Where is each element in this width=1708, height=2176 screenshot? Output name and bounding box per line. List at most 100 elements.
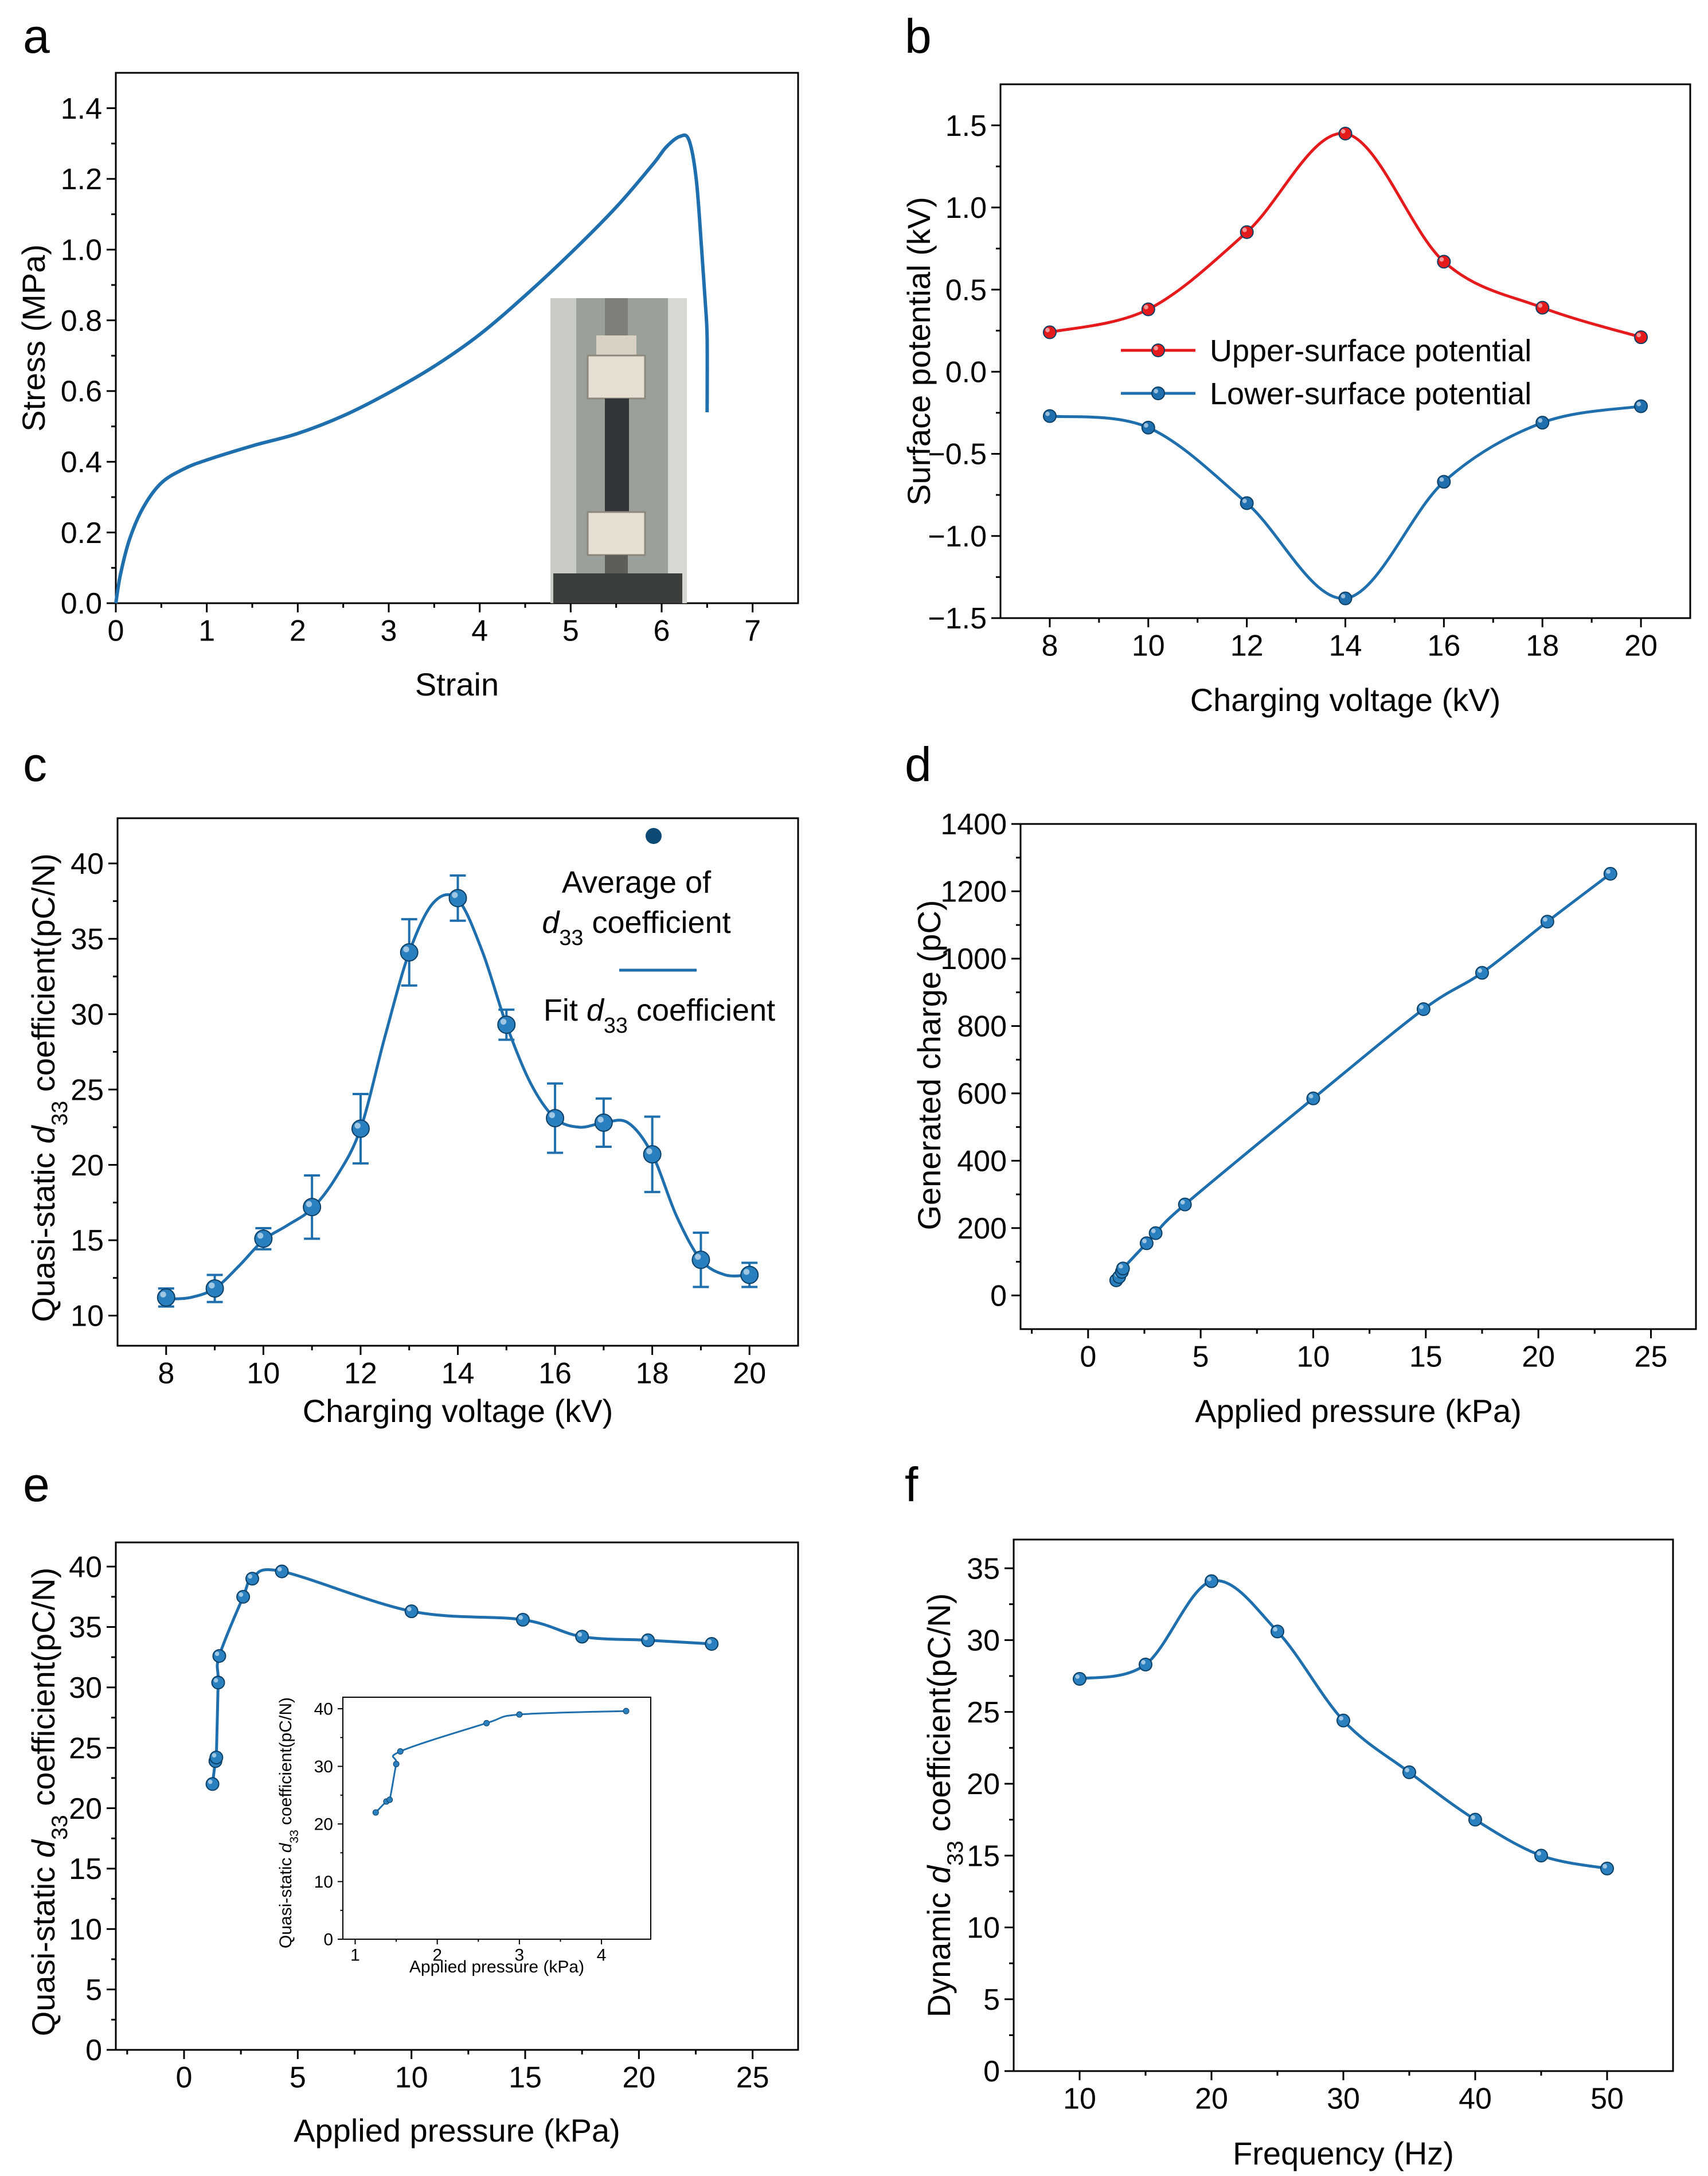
data-point-highlight xyxy=(1543,917,1547,922)
y-tick-label: 1400 xyxy=(940,808,1007,841)
data-point-highlight xyxy=(306,1201,312,1208)
y-tick-label: 15 xyxy=(967,1839,1000,1873)
data-point-highlight xyxy=(743,1268,750,1275)
data-point-highlight xyxy=(1180,1200,1185,1205)
data-point xyxy=(705,1637,719,1651)
data-point-highlight xyxy=(643,1635,648,1640)
data-point-highlight xyxy=(1419,1005,1424,1010)
legend-fit-label-part: coefficient xyxy=(628,993,775,1028)
data-point-highlight xyxy=(1537,1851,1541,1856)
y-tick-label: 1.0 xyxy=(945,192,987,225)
y-axis-title-part: 33 xyxy=(48,1101,72,1126)
panel-letter-b: b xyxy=(905,9,932,63)
data-point-highlight xyxy=(1478,968,1482,973)
x-tick-label: 10 xyxy=(1297,1340,1330,1373)
x-tick-label: 50 xyxy=(1590,2082,1624,2115)
photo-machine-column-right xyxy=(668,298,687,603)
x-axis-title: Charging voltage (kV) xyxy=(1190,682,1501,718)
plot-frame xyxy=(1013,1538,1674,2072)
x-tick-label: 4 xyxy=(597,1946,607,1965)
data-point-highlight xyxy=(1141,1660,1146,1665)
data-point xyxy=(211,1675,225,1690)
series-line-0 xyxy=(1049,132,1641,339)
y-tick-label: 25 xyxy=(967,1696,1000,1729)
y-tick-label: 1.4 xyxy=(61,92,102,126)
data-point xyxy=(209,1751,224,1765)
legend-label-0: Upper-surface potential xyxy=(1210,334,1531,368)
legend-average-line2-part: d xyxy=(542,905,560,940)
x-tick-label: 6 xyxy=(654,614,670,647)
x-tick-label: 5 xyxy=(562,614,579,647)
data-point xyxy=(1540,915,1554,929)
y-tick-label: −1.0 xyxy=(928,520,987,553)
y-tick-label: −1.5 xyxy=(928,602,987,635)
data-point xyxy=(1437,475,1451,489)
data-point xyxy=(1534,1849,1548,1863)
photo-base xyxy=(553,573,682,603)
data-point-highlight xyxy=(1538,418,1543,423)
y-tick-label: 0 xyxy=(990,1279,1007,1312)
y-tick-label: 40 xyxy=(69,1550,102,1584)
legend-average-line2: d33 coefficient xyxy=(542,905,730,950)
x-tick-label: 20 xyxy=(1522,1340,1555,1373)
data-point xyxy=(1402,1765,1416,1779)
data-point-highlight xyxy=(209,1282,215,1289)
data-point xyxy=(575,1630,589,1644)
data-point-highlight xyxy=(1144,423,1148,428)
photo-upper-clamp-top xyxy=(596,335,636,355)
y-tick-label: 0.0 xyxy=(61,587,102,620)
y-tick-label: 800 xyxy=(957,1010,1007,1044)
panel-a: a 0 1 2 3 4 5 6 7 0.0 0.2 0.4 0.6 0.8 1.0 1.2 1.4 Strain… xyxy=(15,9,799,702)
x-axis-title: Charging voltage (kV) xyxy=(303,1393,613,1429)
y-tick-label: 0.6 xyxy=(61,375,102,408)
panel-f: f 10 20 30 40 50 0 5 10 15 20 25 30 35 Frequency (Hz)… xyxy=(905,1458,1674,2171)
fit-line xyxy=(166,893,750,1301)
y-tick-label: 1.0 xyxy=(61,234,102,267)
data-point-highlight xyxy=(1636,333,1641,338)
y-axis-title-part: d xyxy=(921,1865,957,1884)
legend-marker-0 xyxy=(1151,343,1165,357)
inset-data-point xyxy=(623,1708,630,1714)
data-point-highlight xyxy=(354,1122,361,1129)
x-tick-label: 10 xyxy=(1063,2082,1096,2115)
data-point xyxy=(448,889,467,908)
y-tick-label: 10 xyxy=(314,1873,333,1892)
data-point-highlight xyxy=(248,1574,252,1579)
data-point xyxy=(1042,409,1057,423)
legend-fit-label: Fit d33 coefficient xyxy=(544,993,775,1038)
inset-data-point xyxy=(372,1809,379,1816)
inset-y-axis-title: Quasi-static d33 coefficient(pC/N) xyxy=(276,1697,301,1948)
y-axis-title-part: d xyxy=(25,1839,61,1858)
data-point xyxy=(254,1229,273,1248)
panel-letter-c: c xyxy=(23,737,47,791)
y-tick-label: 40 xyxy=(314,1700,333,1719)
data-point-highlight xyxy=(549,1112,556,1119)
y-axis-title: Stress (MPa) xyxy=(15,244,52,432)
data-point xyxy=(157,1288,175,1307)
photo-lower-grip xyxy=(587,511,646,556)
data-point xyxy=(1139,1657,1152,1671)
y-tick-label: 0.8 xyxy=(61,304,102,338)
photo-upper-grip xyxy=(587,354,646,400)
data-point xyxy=(1535,416,1550,430)
data-point-highlight xyxy=(1118,1264,1123,1269)
x-axis-title: Applied pressure (kPa) xyxy=(1195,1393,1522,1429)
y-axis-title: Quasi-static d33 coefficient(pC/N) xyxy=(25,1568,72,2037)
data-point-highlight xyxy=(1207,1576,1211,1581)
inset-y-axis-title-part: d xyxy=(276,1842,295,1853)
y-tick-label: 10 xyxy=(71,1300,104,1333)
x-tick-label: 16 xyxy=(1427,629,1460,662)
data-point-highlight xyxy=(1242,228,1247,232)
x-tick-label: 30 xyxy=(1327,2082,1360,2115)
y-tick-label: 0.5 xyxy=(945,274,987,307)
x-tick-label: 18 xyxy=(636,1357,669,1390)
plot-frame xyxy=(115,72,799,604)
data-point xyxy=(1535,300,1550,315)
y-tick-label: 30 xyxy=(69,1671,102,1705)
y-axis-title: Surface potential (kV) xyxy=(901,197,937,505)
legend-marker-0-highlight xyxy=(1154,346,1158,351)
panel-letter-a: a xyxy=(23,9,50,63)
panel-letter-d: d xyxy=(905,737,932,791)
x-tick-label: 5 xyxy=(1193,1340,1209,1373)
data-point-highlight xyxy=(1242,498,1247,503)
